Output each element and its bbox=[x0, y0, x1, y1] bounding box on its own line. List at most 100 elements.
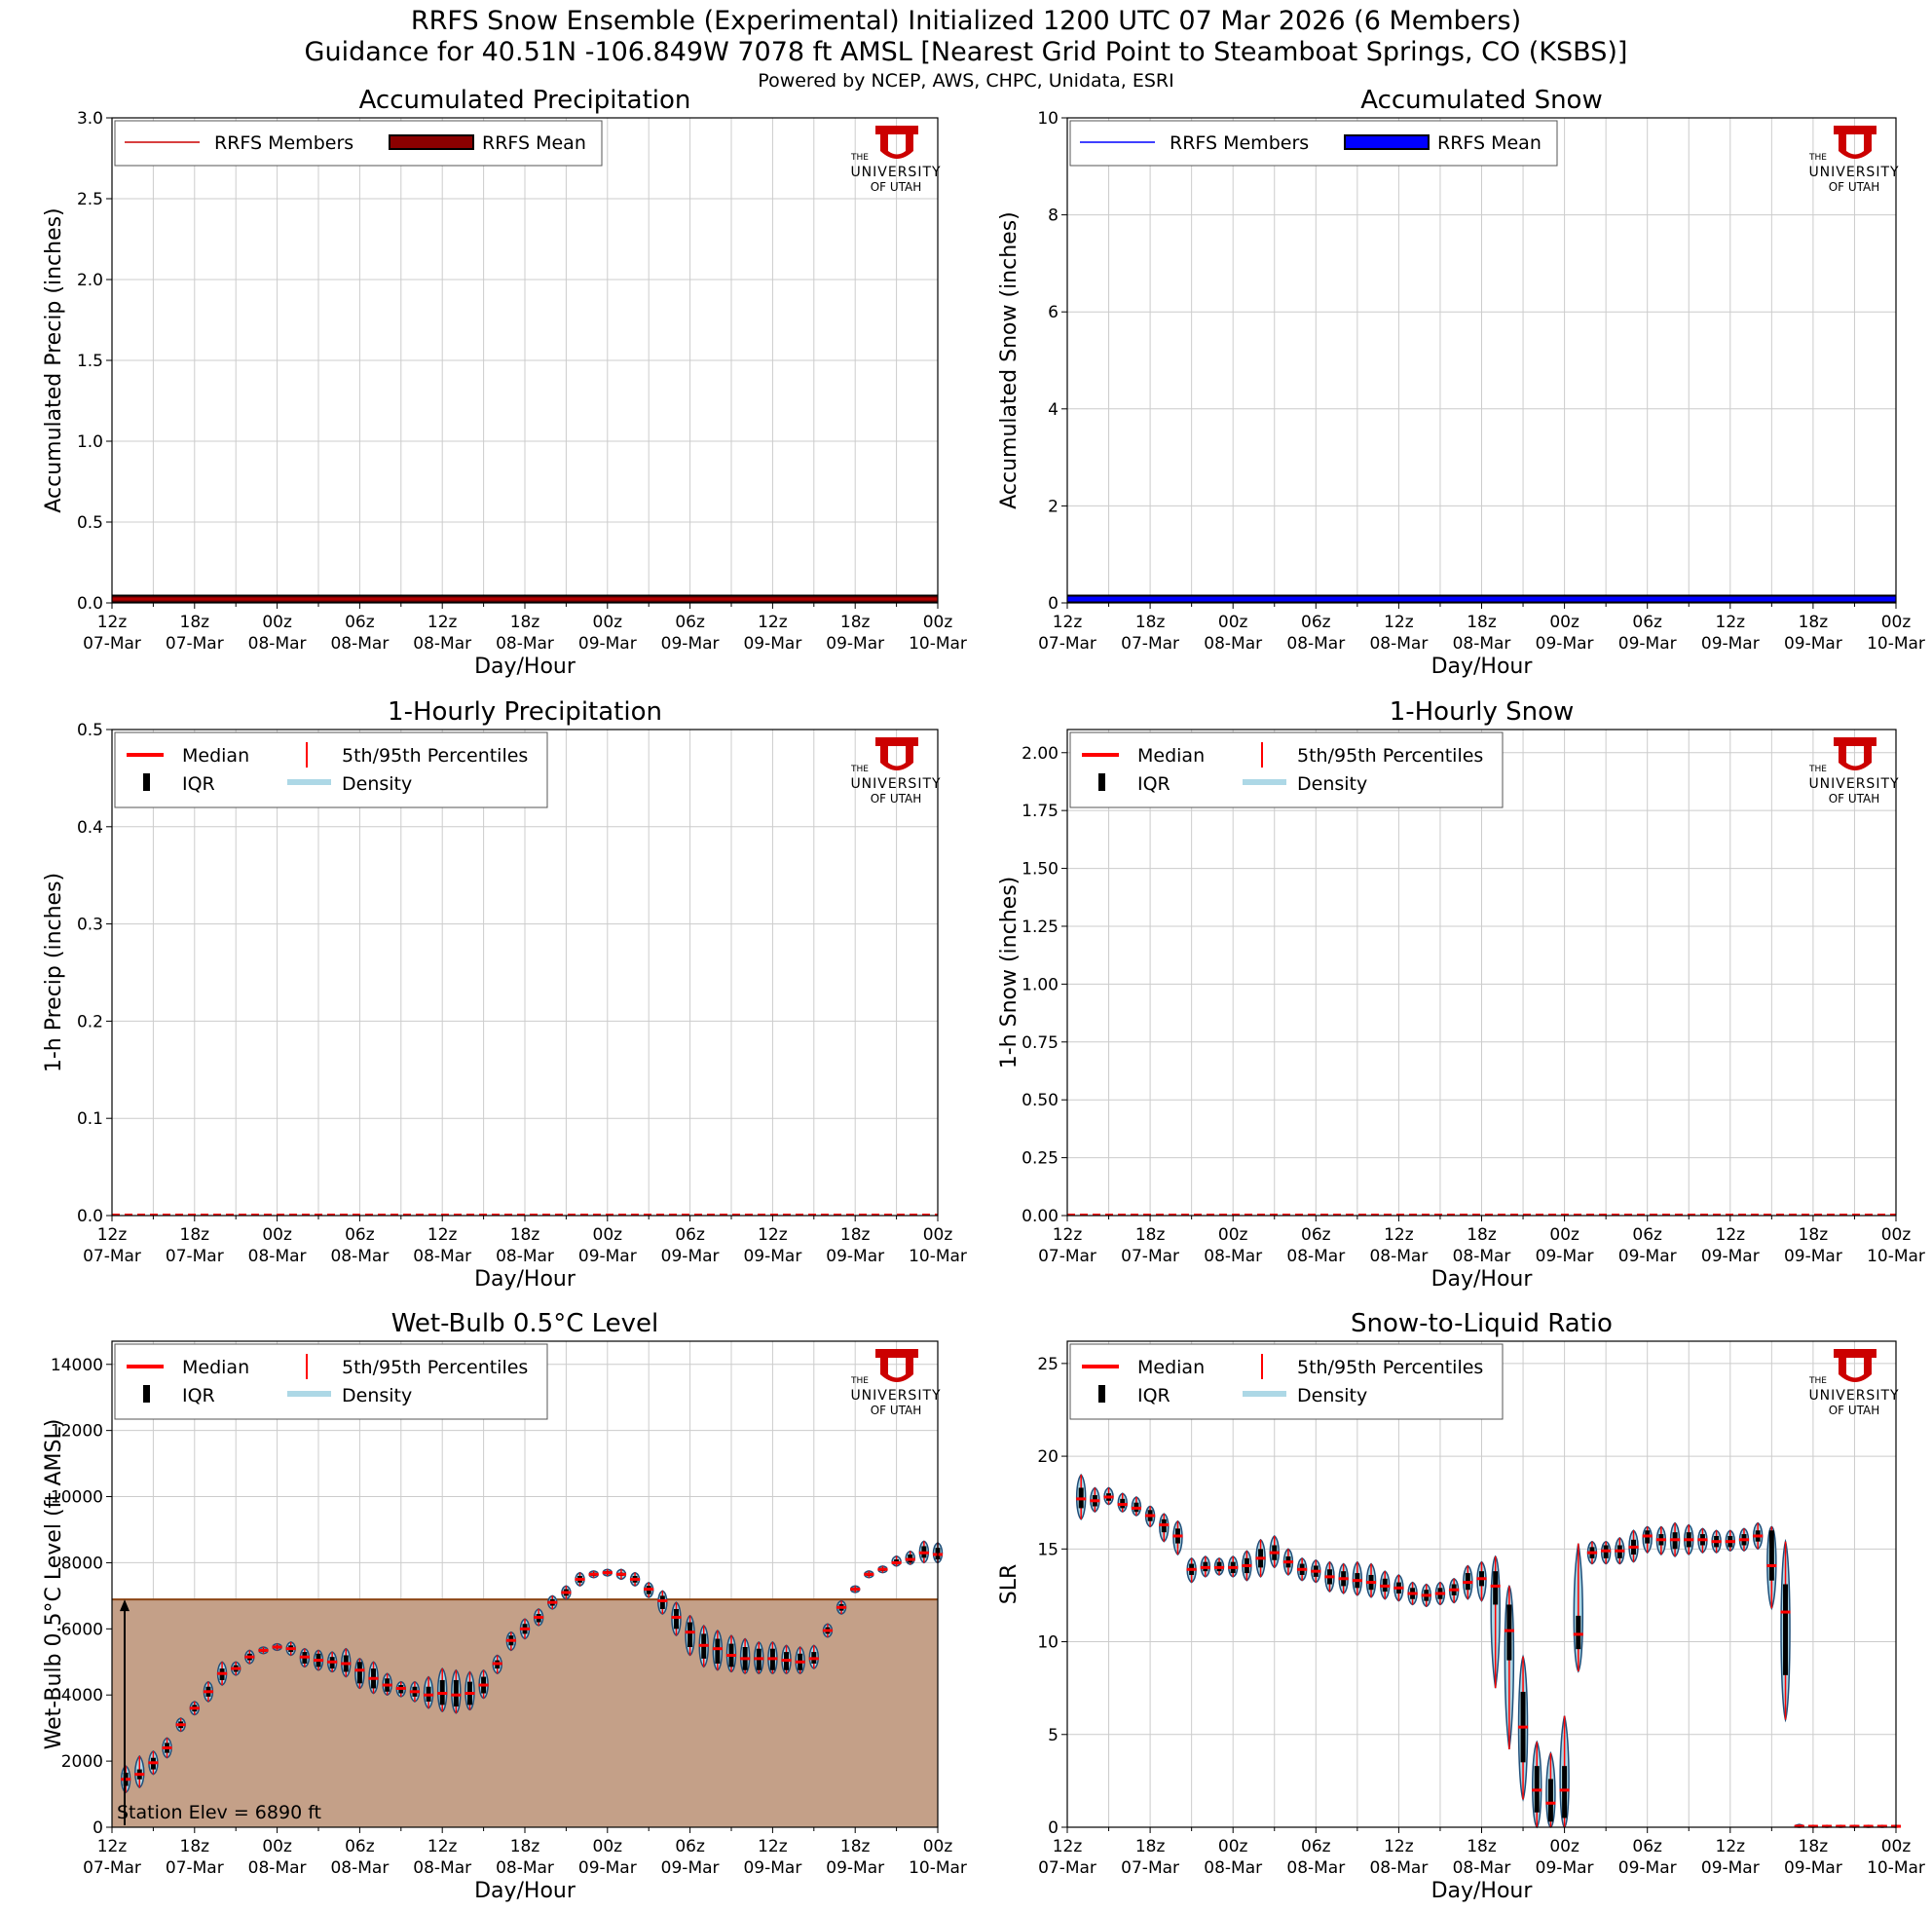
x-tick-label-hour: 00z bbox=[1881, 1225, 1912, 1245]
x-tick-label-date: 09-Mar bbox=[578, 1247, 637, 1266]
legend-median-label: Median bbox=[1137, 745, 1205, 767]
x-tick-label-hour: 18z bbox=[840, 1225, 871, 1245]
legend-box bbox=[1069, 120, 1558, 167]
legend-mean-label: RRFS Mean bbox=[1437, 132, 1542, 154]
y-axis-label: Accumulated Precip (inches) bbox=[42, 207, 66, 512]
x-tick-label-hour: 00z bbox=[262, 613, 292, 632]
x-tick-label-hour: 12z bbox=[97, 613, 128, 632]
logo-university: UNIVERSITY bbox=[850, 165, 941, 180]
x-tick-label-date: 08-Mar bbox=[1204, 1858, 1262, 1878]
x-tick-label-hour: 12z bbox=[1716, 1225, 1746, 1245]
y-tick-label: 6 bbox=[1048, 303, 1059, 322]
logo-the: THE bbox=[1808, 1376, 1827, 1386]
y-tick-label: 0 bbox=[1048, 1818, 1059, 1838]
y-axis-label: Accumulated Snow (inches) bbox=[997, 211, 1022, 509]
logo-the: THE bbox=[1808, 765, 1827, 774]
x-tick-label-hour: 12z bbox=[1053, 1837, 1083, 1856]
x-tick-label-hour: 12z bbox=[427, 1837, 458, 1856]
x-tick-label-hour: 18z bbox=[840, 1837, 871, 1856]
x-tick-label-hour: 18z bbox=[1135, 1837, 1166, 1856]
x-tick-label-date: 08-Mar bbox=[330, 1858, 389, 1878]
x-tick-label-date: 07-Mar bbox=[1121, 1247, 1179, 1266]
legend-iqr-swatch bbox=[143, 773, 150, 791]
x-axis-label: Day/Hour bbox=[1431, 1267, 1534, 1292]
legend-mean-swatch bbox=[1344, 134, 1430, 150]
logo-the: THE bbox=[850, 765, 869, 774]
x-tick-label-date: 09-Mar bbox=[826, 634, 884, 654]
x-tick-label-hour: 00z bbox=[1218, 1225, 1248, 1245]
panel-slr: 0 5 10 15 20 25 12z 07-Mar 18z 07-Mar 00z 08-Mar 06z… bbox=[997, 1309, 1925, 1903]
legend-iqr-label: IQR bbox=[182, 1385, 215, 1406]
x-tick-label-hour: 12z bbox=[1716, 1837, 1746, 1856]
y-axis-label: SLR bbox=[997, 1564, 1022, 1605]
logo-u-shape bbox=[1839, 1357, 1872, 1382]
legend-percentiles-label: 5th/95th Percentiles bbox=[1297, 745, 1483, 767]
x-tick-label-date: 09-Mar bbox=[661, 1247, 720, 1266]
legend-iqr-swatch bbox=[1098, 773, 1105, 791]
x-tick-label-hour: 18z bbox=[1467, 1225, 1497, 1245]
logo-university: UNIVERSITY bbox=[850, 1388, 941, 1404]
logo-the: THE bbox=[850, 153, 869, 163]
x-tick-label-hour: 06z bbox=[675, 1837, 705, 1856]
y-tick-label: 0.1 bbox=[77, 1109, 103, 1129]
x-tick-label-hour: 12z bbox=[1716, 613, 1746, 632]
legend: Median IQR 5th/95th Percentiles Density bbox=[1069, 1343, 1504, 1420]
legend: RRFS Members RRFS Mean bbox=[114, 120, 603, 167]
y-tick-label: 0.5 bbox=[77, 721, 103, 740]
x-tick-label-hour: 00z bbox=[1218, 613, 1248, 632]
logo-u-bar bbox=[1834, 126, 1876, 134]
x-tick-label-hour: 00z bbox=[923, 1225, 953, 1245]
y-tick-label: 12000 bbox=[51, 1422, 103, 1442]
legend-median-label: Median bbox=[182, 745, 249, 767]
logo-u-bar bbox=[1834, 737, 1876, 746]
legend-iqr-label: IQR bbox=[1137, 1385, 1170, 1406]
logo-of-utah: OF UTAH bbox=[871, 180, 922, 194]
x-tick-label-hour: 00z bbox=[1549, 1225, 1579, 1245]
x-tick-label-date: 07-Mar bbox=[1121, 1858, 1179, 1878]
x-tick-label-hour: 12z bbox=[427, 613, 458, 632]
x-tick-label-date: 07-Mar bbox=[166, 1247, 224, 1266]
panel-title: Accumulated Snow bbox=[1360, 86, 1602, 115]
x-tick-label-date: 09-Mar bbox=[1701, 634, 1760, 654]
x-tick-label-hour: 06z bbox=[1301, 1225, 1331, 1245]
x-tick-label-date: 09-Mar bbox=[1784, 1858, 1842, 1878]
x-tick-label-hour: 00z bbox=[923, 1837, 953, 1856]
y-tick-label: 15 bbox=[1037, 1540, 1059, 1559]
x-tick-label-date: 07-Mar bbox=[1038, 634, 1096, 654]
x-tick-label-date: 09-Mar bbox=[826, 1858, 884, 1878]
y-tick-label: 0.4 bbox=[77, 818, 103, 838]
logo-of-utah: OF UTAH bbox=[1829, 180, 1880, 194]
x-axis-label: Day/Hour bbox=[474, 655, 576, 679]
y-tick-label: 0.00 bbox=[1022, 1207, 1059, 1226]
violin-iqr-box bbox=[715, 1638, 721, 1664]
figure-subtitle-location: Guidance for 40.51N -106.849W 7078 ft AM… bbox=[304, 37, 1628, 67]
x-tick-label-date: 09-Mar bbox=[1536, 1247, 1594, 1266]
x-tick-label-date: 09-Mar bbox=[1701, 1858, 1760, 1878]
x-tick-label-hour: 00z bbox=[923, 613, 953, 632]
y-tick-label: 0 bbox=[1048, 594, 1059, 614]
legend-density-label: Density bbox=[342, 1385, 412, 1406]
y-tick-label: 2.5 bbox=[77, 190, 103, 209]
violin-iqr-box bbox=[1547, 1779, 1553, 1822]
y-tick-label: 10000 bbox=[51, 1488, 103, 1508]
x-tick-label-date: 09-Mar bbox=[661, 1858, 720, 1878]
y-tick-label: 0.50 bbox=[1022, 1091, 1059, 1110]
x-tick-label-hour: 18z bbox=[1799, 1225, 1829, 1245]
x-tick-label-date: 09-Mar bbox=[1784, 634, 1842, 654]
y-tick-label: 14000 bbox=[51, 1356, 103, 1375]
legend: Median IQR 5th/95th Percentiles Density bbox=[1069, 731, 1504, 808]
y-axis-label: 1-h Snow (inches) bbox=[997, 877, 1022, 1068]
x-tick-label-date: 09-Mar bbox=[1536, 1858, 1594, 1878]
x-tick-label-date: 08-Mar bbox=[1453, 1858, 1511, 1878]
x-tick-label-date: 09-Mar bbox=[743, 634, 801, 654]
x-tick-label-hour: 00z bbox=[593, 613, 623, 632]
x-tick-label-hour: 12z bbox=[1384, 1225, 1414, 1245]
x-tick-label-date: 09-Mar bbox=[1701, 1247, 1760, 1266]
legend-box bbox=[114, 120, 603, 167]
legend-iqr-label: IQR bbox=[182, 773, 215, 795]
y-tick-label: 0.0 bbox=[77, 594, 103, 614]
x-tick-label-date: 08-Mar bbox=[496, 1247, 554, 1266]
